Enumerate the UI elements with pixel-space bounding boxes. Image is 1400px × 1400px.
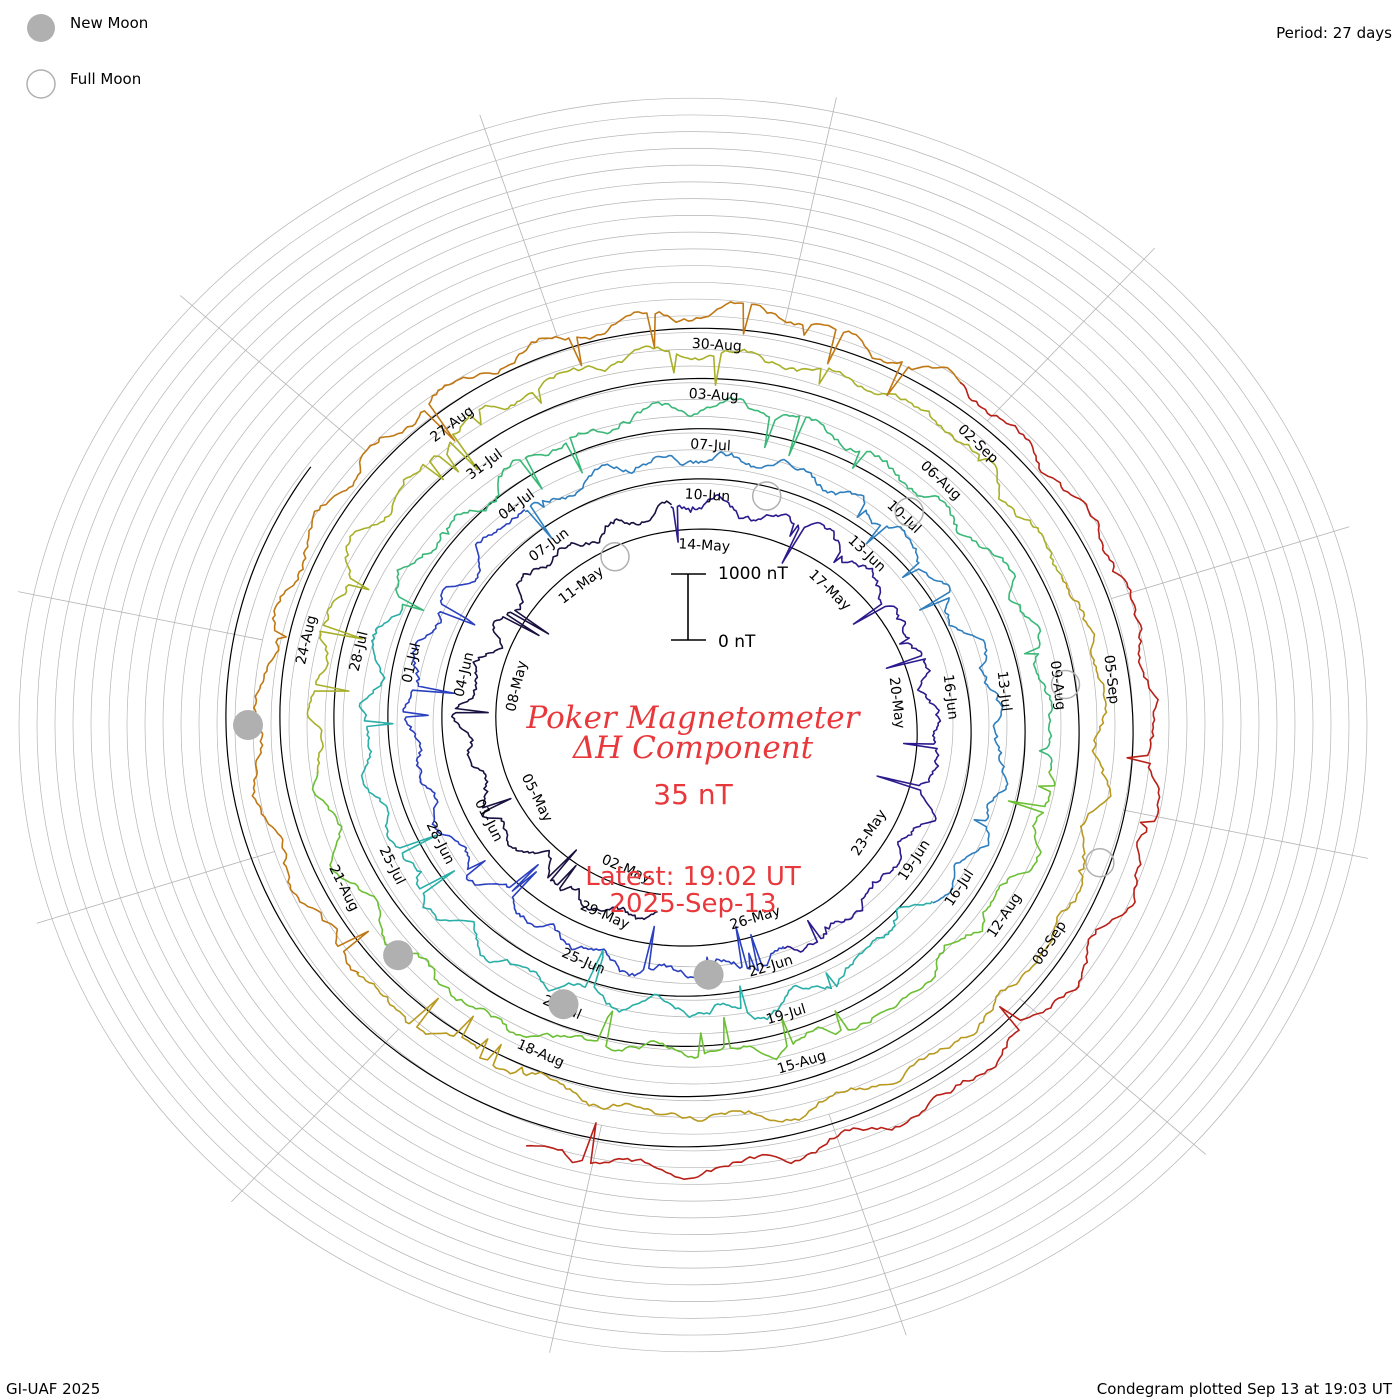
series-line (306, 345, 1063, 773)
date-label: 16-Jul (942, 867, 978, 910)
date-label: 14-May (678, 536, 731, 555)
date-label: 12-Aug (984, 890, 1025, 940)
footer-plotted: Condegram plotted Sep 13 at 19:03 UT (1097, 1380, 1393, 1398)
series-line (356, 577, 1112, 1123)
radial-spoke (179, 295, 367, 452)
new-moon-marker (383, 940, 414, 971)
chart-subtitle: ΔH Component (572, 730, 814, 766)
scale-bar-bottom-label: 0 nT (718, 632, 756, 652)
series-line (395, 396, 1054, 771)
grid-circle (432, 482, 954, 968)
date-label: 05-May (518, 771, 556, 824)
date-label: 20-May (886, 676, 908, 729)
grid-circle (198, 265, 1188, 1185)
moon-markers (233, 481, 1115, 1020)
grid-circle (324, 382, 1062, 1068)
date-label: 28-Jun (423, 819, 458, 867)
grid-circle (288, 348, 1098, 1102)
full-moon-legend-label: Full Moon (70, 70, 141, 88)
magnetometer-series (251, 301, 1161, 1180)
new-moon-legend-icon (27, 14, 55, 42)
new-moon-marker (693, 959, 724, 990)
date-label: 19-Jul (764, 1001, 807, 1028)
full-moon-marker (894, 497, 924, 527)
date-label: 05-Sep (1100, 654, 1122, 705)
date-label: 01-Jul (399, 641, 424, 684)
new-moon-marker (233, 710, 263, 740)
series-line (358, 608, 933, 1021)
series-line (402, 509, 785, 980)
date-label: 24-Aug (293, 614, 320, 666)
radial-spoke (784, 97, 837, 325)
latest-date: 2025-Sep-13 (609, 889, 776, 919)
series-line (670, 494, 942, 953)
full-moon-marker (1050, 669, 1081, 700)
radial-spoke (1019, 998, 1207, 1155)
series-line (311, 768, 1056, 1061)
chart-title: Poker Magnetometer (526, 700, 862, 736)
grid-circle (396, 449, 990, 1001)
radial-spoke (231, 1028, 399, 1203)
radial-spoke (987, 247, 1155, 422)
scale-bar-top-label: 1000 nT (718, 564, 788, 584)
date-label: 30-Aug (691, 336, 742, 355)
full-moon-marker (600, 542, 630, 572)
grid-circle (72, 148, 1314, 1302)
date-label: 07-Jul (690, 436, 731, 454)
grid-circle (54, 131, 1332, 1319)
date-label: 07-Jun (526, 525, 572, 565)
series-line (451, 500, 673, 921)
new-moon-legend-label: New Moon (70, 14, 148, 32)
grid-circle (90, 164, 1296, 1286)
date-label: 21-Aug (325, 862, 362, 914)
date-label: 31-Jul (464, 446, 506, 483)
grid-circle (18, 97, 1368, 1353)
grid-circle (270, 332, 1116, 1118)
date-label: 17-May (805, 567, 854, 614)
radial-spoke (18, 591, 263, 641)
grid-circle (36, 114, 1350, 1336)
radial-spoke (36, 851, 275, 924)
date-label: 10-Jun (684, 486, 730, 505)
full-moon-legend-icon (26, 69, 56, 99)
new-moon-marker (548, 989, 579, 1020)
radial-spoke (549, 1125, 602, 1353)
period-label: Period: 27 days (1276, 24, 1392, 42)
spiral-baseline (225, 327, 1134, 1148)
radial-spokes (18, 97, 1368, 1353)
grid-circle (126, 198, 1260, 1252)
date-label: 03-Aug (688, 386, 739, 405)
date-label: 09-Aug (1047, 660, 1069, 711)
date-label: 13-Jul (994, 670, 1015, 712)
full-moon-marker (1085, 847, 1115, 878)
radial-spoke (479, 114, 558, 336)
radial-spoke (828, 1114, 907, 1336)
series-line (524, 451, 1009, 904)
footer-credit: GI-UAF 2025 (6, 1380, 100, 1398)
current-value: 35 nT (653, 778, 733, 811)
series-line (526, 381, 1161, 1180)
latest-time: Latest: 19:02 UT (585, 862, 801, 892)
grid-circle (162, 231, 1224, 1219)
grid-circle (216, 281, 1170, 1169)
grid-circle (144, 215, 1242, 1235)
date-label: 08-Sep (1030, 918, 1070, 968)
date-label: 23-May (848, 807, 890, 859)
grid-circle (108, 181, 1278, 1269)
grid-circle (342, 399, 1044, 1051)
radial-spoke (1111, 526, 1350, 599)
spiral-baselines (225, 327, 1134, 1148)
legend: New Moon Full Moon (26, 14, 148, 99)
date-label: 16-Jun (940, 673, 961, 720)
grid-circle (180, 248, 1206, 1202)
full-moon-marker (751, 481, 782, 511)
scale-bar (671, 573, 706, 641)
radial-spoke (1123, 809, 1368, 859)
date-label: 11-May (556, 564, 607, 608)
series-line (251, 301, 963, 974)
